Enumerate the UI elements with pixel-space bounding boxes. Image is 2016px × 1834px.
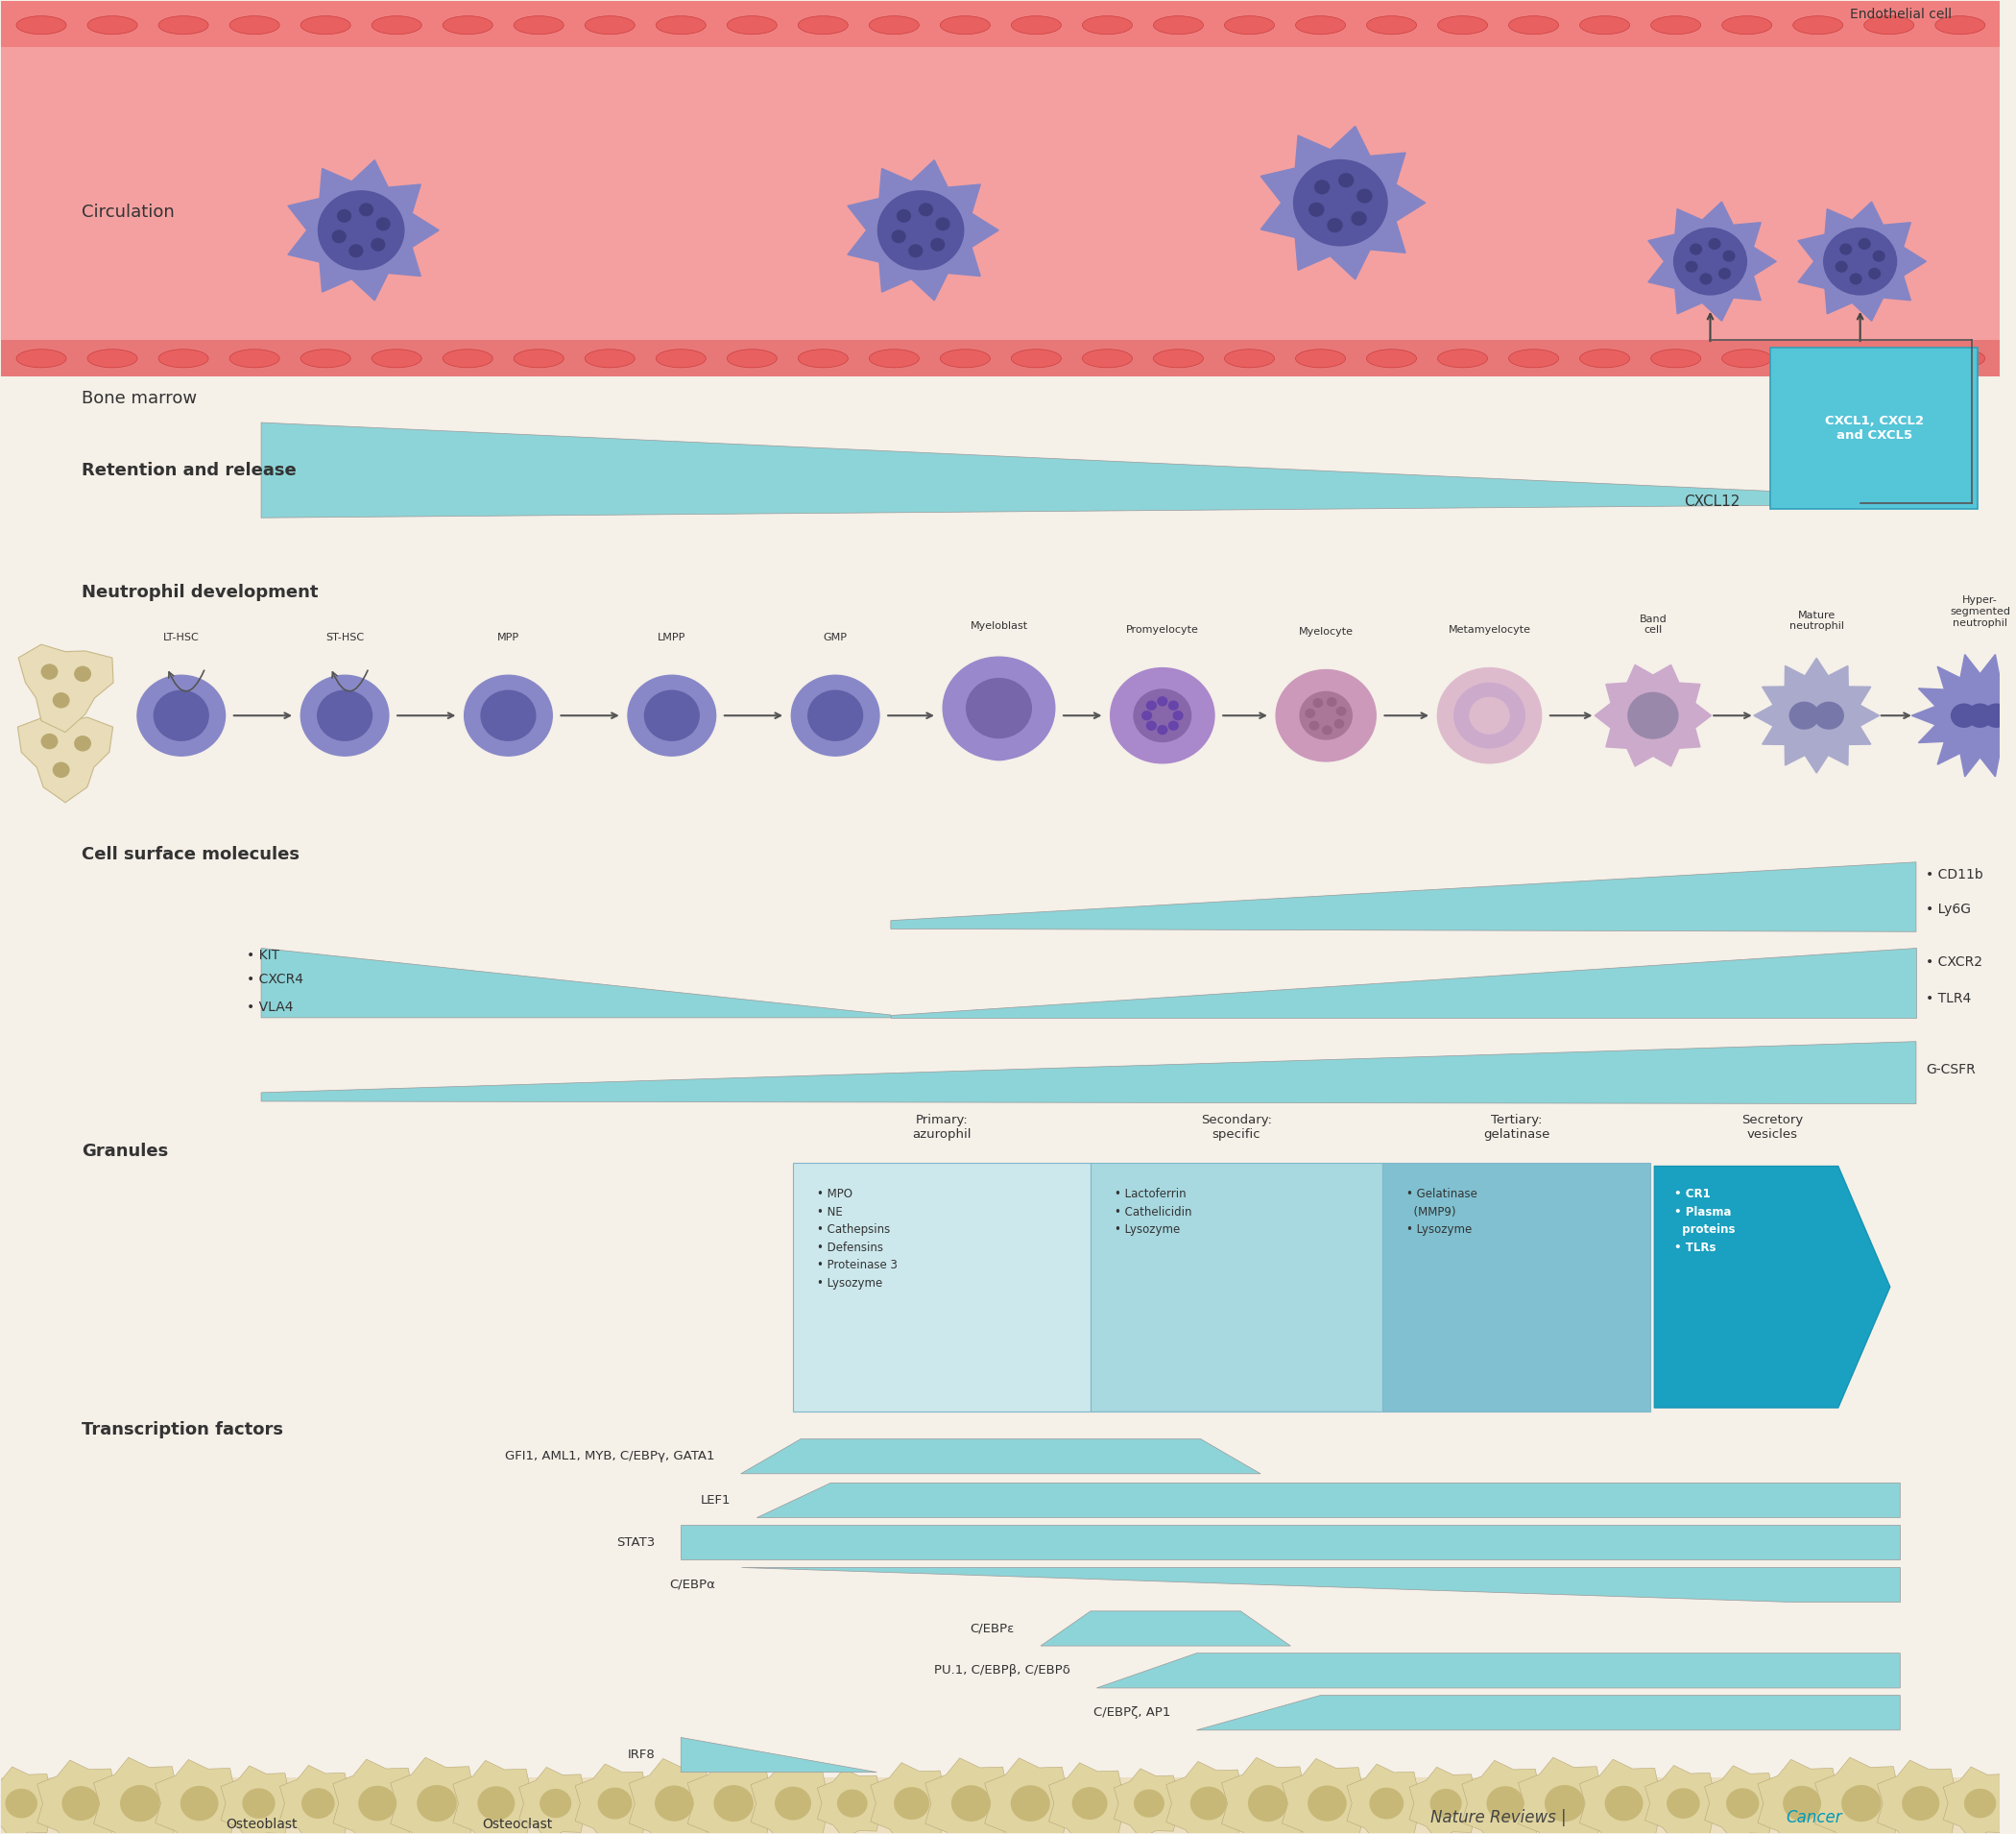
Circle shape (137, 675, 226, 756)
Ellipse shape (1296, 17, 1345, 35)
Circle shape (808, 691, 863, 741)
Circle shape (302, 1788, 335, 1817)
Circle shape (1431, 1790, 1462, 1817)
Text: Metamyelocyte: Metamyelocyte (1447, 625, 1530, 635)
Ellipse shape (1012, 17, 1060, 35)
Polygon shape (891, 862, 1915, 932)
Circle shape (1814, 702, 1843, 728)
FancyBboxPatch shape (1383, 1163, 1651, 1412)
Polygon shape (1409, 1768, 1486, 1834)
Ellipse shape (371, 17, 421, 35)
Circle shape (244, 1788, 274, 1817)
Ellipse shape (728, 348, 776, 367)
Text: Cancer: Cancer (1786, 1810, 1843, 1827)
Circle shape (1337, 708, 1347, 715)
Polygon shape (1048, 1762, 1135, 1834)
Circle shape (931, 238, 943, 251)
Circle shape (1157, 726, 1167, 734)
Polygon shape (847, 160, 998, 301)
Text: • CXCR2: • CXCR2 (1925, 956, 1984, 968)
Polygon shape (18, 717, 113, 803)
Text: PU.1, C/EBPβ, C/EBPδ: PU.1, C/EBPβ, C/EBPδ (935, 1663, 1070, 1676)
Circle shape (627, 675, 716, 756)
Circle shape (1294, 160, 1387, 246)
Ellipse shape (1508, 17, 1558, 35)
Polygon shape (1040, 1610, 1290, 1645)
Ellipse shape (939, 348, 990, 367)
Text: Osteoclast: Osteoclast (482, 1817, 552, 1830)
Circle shape (1371, 1788, 1403, 1819)
Polygon shape (1655, 1166, 1891, 1409)
Ellipse shape (1224, 348, 1274, 367)
Circle shape (839, 1790, 867, 1817)
Text: • VLA4: • VLA4 (248, 1001, 294, 1014)
Ellipse shape (1792, 17, 1843, 35)
Text: C/EBPζ, AP1: C/EBPζ, AP1 (1093, 1706, 1171, 1718)
Circle shape (1147, 701, 1155, 710)
Circle shape (1869, 268, 1881, 279)
Text: ST-HSC: ST-HSC (325, 633, 365, 642)
Circle shape (1248, 1786, 1286, 1821)
Circle shape (1689, 244, 1702, 255)
Circle shape (1629, 693, 1677, 739)
Text: Transcription factors: Transcription factors (81, 1421, 282, 1438)
Circle shape (714, 1786, 752, 1821)
Bar (2, 1777, 2000, 1832)
Ellipse shape (230, 348, 280, 367)
Polygon shape (1877, 1761, 1970, 1834)
Text: • Lactoferrin
• Cathelicidin
• Lysozyme: • Lactoferrin • Cathelicidin • Lysozyme (1115, 1188, 1191, 1236)
Text: • Gelatinase
  (MMP9)
• Lysozyme: • Gelatinase (MMP9) • Lysozyme (1407, 1188, 1478, 1236)
Circle shape (52, 693, 69, 708)
Polygon shape (925, 1759, 1022, 1834)
Circle shape (895, 1788, 929, 1819)
Circle shape (1605, 1786, 1643, 1821)
Polygon shape (750, 1761, 841, 1834)
Circle shape (1673, 227, 1746, 295)
Text: CXCL12: CXCL12 (1683, 495, 1740, 508)
Polygon shape (222, 1766, 300, 1834)
Text: Myelocyte: Myelocyte (1298, 627, 1353, 636)
Text: MPP: MPP (498, 633, 520, 642)
Polygon shape (740, 1566, 1901, 1601)
Ellipse shape (869, 17, 919, 35)
Circle shape (1306, 710, 1314, 717)
Polygon shape (1222, 1757, 1318, 1834)
Circle shape (1790, 702, 1818, 728)
Circle shape (417, 1786, 456, 1821)
Ellipse shape (1581, 348, 1629, 367)
Circle shape (1685, 262, 1697, 271)
Polygon shape (1645, 1766, 1726, 1834)
Text: • TLR4: • TLR4 (1925, 992, 1972, 1005)
Circle shape (1322, 726, 1333, 734)
Circle shape (1903, 1786, 1939, 1819)
Polygon shape (1754, 658, 1879, 772)
Polygon shape (756, 1484, 1901, 1519)
Polygon shape (1347, 1764, 1431, 1834)
Ellipse shape (1935, 348, 1986, 367)
FancyBboxPatch shape (1091, 1163, 1383, 1412)
Ellipse shape (1367, 348, 1417, 367)
Circle shape (319, 191, 403, 270)
Ellipse shape (1367, 17, 1417, 35)
Ellipse shape (1083, 17, 1133, 35)
Circle shape (1357, 189, 1371, 202)
Circle shape (1724, 251, 1734, 260)
Circle shape (1314, 699, 1322, 706)
Polygon shape (262, 422, 1770, 517)
Text: Band
cell: Band cell (1639, 614, 1667, 635)
Polygon shape (155, 1759, 248, 1834)
Circle shape (1169, 721, 1177, 730)
Text: Primary:
azurophil: Primary: azurophil (911, 1113, 972, 1141)
Circle shape (1984, 704, 2008, 726)
Text: • CXCR4: • CXCR4 (248, 972, 304, 987)
Ellipse shape (230, 17, 280, 35)
Polygon shape (1518, 1757, 1617, 1834)
Circle shape (62, 1786, 99, 1819)
Circle shape (1859, 238, 1871, 249)
Polygon shape (454, 1761, 544, 1834)
Circle shape (1073, 1788, 1107, 1819)
Text: C/EBPε: C/EBPε (970, 1623, 1014, 1634)
Ellipse shape (371, 348, 421, 367)
Polygon shape (891, 948, 1915, 1018)
Ellipse shape (514, 17, 564, 35)
